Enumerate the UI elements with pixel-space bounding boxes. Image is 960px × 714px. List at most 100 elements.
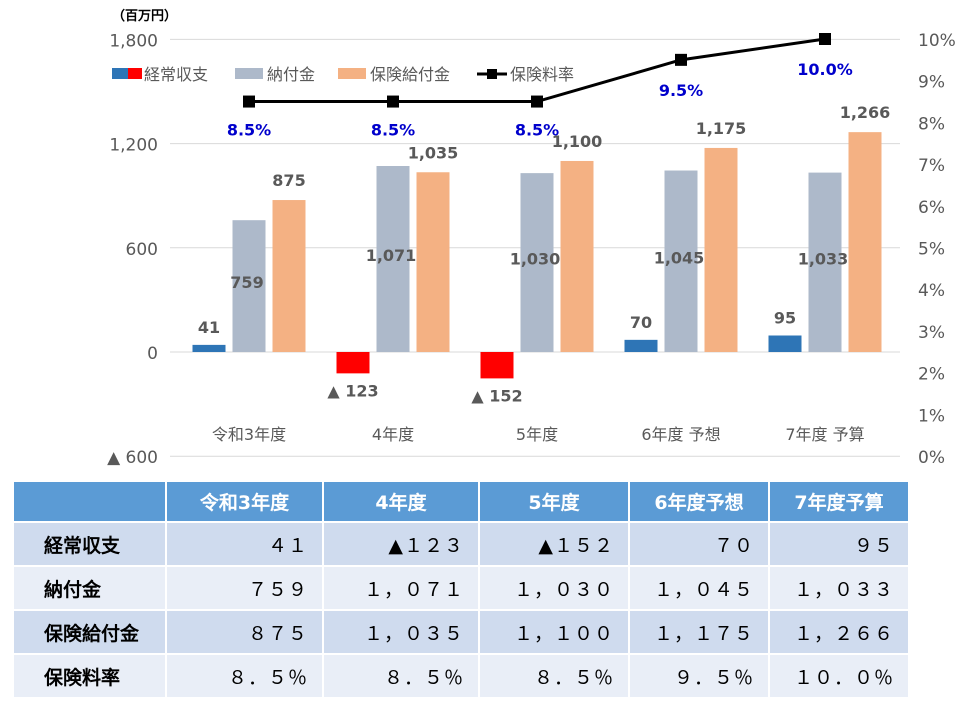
data-label-hokenkyufu: 1,175: [696, 119, 747, 138]
bar-hokenkyufu: [704, 147, 738, 352]
legend-swatch: [128, 68, 142, 79]
table-cell: １，０７１: [322, 565, 480, 611]
data-label-hokenkyufu: 875: [272, 171, 305, 190]
table-header-row: 令和3年度 4年度 5年度 6年度予想 7年度予算: [12, 480, 910, 523]
x-tick-label: 6年度 予想: [641, 425, 720, 444]
data-label-nofukin: 759: [230, 273, 263, 292]
table-cell: ８．５％: [322, 653, 480, 699]
y-right-tick: 4%: [918, 281, 945, 301]
data-label-rate: 8.5%: [227, 121, 271, 140]
table-header: 令和3年度: [165, 480, 324, 523]
legend-label: 保険料率: [510, 65, 574, 84]
data-label-nofukin: 1,045: [654, 248, 705, 267]
y-right-tick: 8%: [918, 114, 945, 134]
table-cell: ７５９: [165, 565, 324, 611]
x-tick-label: 7年度 予算: [785, 425, 864, 444]
table-header: 7年度予算: [768, 480, 910, 523]
table-cell: １，１００: [478, 609, 630, 655]
y-right-tick: 9%: [918, 73, 945, 93]
data-label-nofukin: 1,030: [510, 250, 561, 269]
table-cell: １，０４５: [628, 565, 770, 611]
data-label-hokenkyufu: 1,266: [840, 103, 891, 122]
line-marker: [243, 95, 255, 108]
row-label: 保険料率: [12, 653, 167, 699]
unit-label: （百万円）: [112, 8, 177, 24]
table-cell: ▲１２３: [322, 521, 480, 567]
table-cell: １，２６６: [768, 609, 910, 655]
combo-chart: ▲ 600 0 600 1,200 1,800 0% 1% 2% 3% 4% 5% 6% 7% 8% 9% 1…: [107, 8, 956, 468]
table-cell: ９５: [768, 521, 910, 567]
table-cell: ９．５％: [628, 653, 770, 699]
data-label-keijo: 95: [774, 309, 796, 328]
legend-label: 保険給付金: [370, 65, 450, 84]
data-label-rate: 8.5%: [371, 121, 415, 140]
data-label-nofukin: 1,033: [798, 249, 849, 268]
bar-hokenkyufu: [272, 200, 306, 352]
y-right-tick: 6%: [918, 198, 945, 218]
line-marker: [531, 95, 543, 108]
bar-nofukin: [232, 220, 266, 352]
x-tick-label: 4年度: [372, 425, 414, 444]
table-header: 4年度: [322, 480, 480, 523]
line-marker: [387, 95, 399, 108]
y-left-tick: 0: [147, 344, 158, 364]
legend-swatch: [338, 68, 366, 79]
bar-nofukin: [808, 172, 842, 352]
table-row: 保険給付金 ８７５ １，０３５ １，１００ １，１７５ １，２６６: [12, 609, 910, 655]
table-header: 5年度: [478, 480, 630, 523]
bar-keijo: [480, 352, 514, 379]
bar-keijo: [336, 352, 370, 374]
y-left-tick: 1,200: [109, 136, 158, 156]
table-cell: １，０３５: [322, 609, 480, 655]
data-label-keijo: 70: [630, 313, 652, 332]
y-right-tick: 7%: [918, 156, 945, 176]
data-label-keijo: ▲ 123: [327, 381, 378, 400]
table-cell: ８７５: [165, 609, 324, 655]
row-label: 保険給付金: [12, 609, 167, 655]
data-label-hokenkyufu: 1,100: [552, 132, 603, 151]
table-row: 経常収支 ４１ ▲１２３ ▲１５２ ７０ ９５: [12, 521, 910, 567]
row-label: 経常収支: [12, 521, 167, 567]
table-header: [12, 480, 167, 523]
table-cell: ７０: [628, 521, 770, 567]
bar-hokenkyufu: [560, 160, 594, 352]
table-cell: １，０３０: [478, 565, 630, 611]
bar-nofukin: [664, 170, 698, 352]
x-tick-label: 令和3年度: [212, 425, 286, 444]
bar-keijo: [768, 335, 802, 352]
table-cell: ▲１５２: [478, 521, 630, 567]
bar-nofukin: [520, 173, 554, 352]
y-left-tick: 600: [126, 240, 158, 260]
y-right-tick: 5%: [918, 240, 945, 260]
legend-swatch: [235, 68, 263, 79]
bar-keijo: [192, 344, 226, 352]
data-label-rate: 9.5%: [659, 81, 703, 100]
y-right-tick: 1%: [918, 406, 945, 426]
data-label-rate: 8.5%: [515, 121, 559, 140]
data-label-keijo: 41: [198, 318, 220, 337]
table-row: 保険料率 ８．５％ ８．５％ ８．５％ ９．５％ １０．０％: [12, 653, 910, 699]
data-label-keijo: ▲ 152: [471, 386, 522, 405]
table-cell: １０．０％: [768, 653, 910, 699]
y-right-tick: 2%: [918, 365, 945, 385]
bar-hokenkyufu: [416, 172, 450, 352]
legend-swatch: [112, 68, 128, 79]
line-marker: [675, 53, 687, 66]
table-row: 納付金 ７５９ １，０７１ １，０３０ １，０４５ １，０３３: [12, 565, 910, 611]
x-tick-label: 5年度: [516, 425, 558, 444]
legend-label: 経常収支: [144, 65, 208, 84]
bar-hokenkyufu: [848, 132, 882, 352]
table-cell: ８．５％: [478, 653, 630, 699]
table-cell: １，０３３: [768, 565, 910, 611]
table-cell: １，１７５: [628, 609, 770, 655]
table-cell: ４１: [165, 521, 324, 567]
bar-nofukin: [376, 166, 410, 352]
data-label-rate: 10.0%: [797, 60, 853, 79]
y-left-tick: ▲ 600: [107, 448, 158, 468]
y-left-tick: 1,800: [109, 31, 158, 51]
table-header: 6年度予想: [628, 480, 770, 523]
table-cell: ８．５％: [165, 653, 324, 699]
data-table: 令和3年度 4年度 5年度 6年度予想 7年度予算 経常収支 ４１ ▲１２３ ▲１５２…: [12, 480, 910, 699]
legend-marker: [487, 69, 497, 79]
data-label-hokenkyufu: 1,035: [408, 143, 459, 162]
